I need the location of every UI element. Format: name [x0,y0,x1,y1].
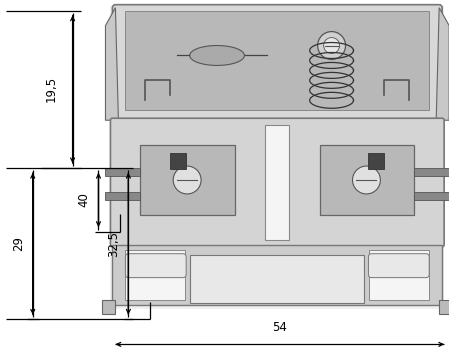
Ellipse shape [189,45,244,66]
Bar [320,145,414,215]
FancyBboxPatch shape [369,254,429,278]
Text: 32,5: 32,5 [107,231,120,257]
Bar [414,192,449,200]
Text: 54: 54 [272,321,287,334]
Text: 19,5: 19,5 [44,76,57,102]
Bar [369,153,384,169]
Bar [190,255,364,302]
Bar [105,168,140,176]
Bar [140,145,235,215]
Bar [414,168,449,176]
FancyBboxPatch shape [126,254,186,278]
Bar [265,125,289,240]
Circle shape [324,37,340,54]
Polygon shape [105,8,118,120]
Bar [369,250,429,300]
FancyBboxPatch shape [110,118,444,247]
Polygon shape [436,8,449,120]
Circle shape [318,32,346,59]
Bar [170,153,186,169]
Circle shape [352,166,380,194]
Polygon shape [103,300,115,315]
Bar [126,11,429,110]
Circle shape [173,166,201,194]
Text: 29: 29 [12,236,25,251]
Polygon shape [439,300,450,315]
Bar [126,250,185,300]
Bar [110,6,444,310]
Bar [112,245,442,305]
Text: 40: 40 [77,193,90,207]
FancyBboxPatch shape [112,5,442,120]
Bar [105,192,140,200]
